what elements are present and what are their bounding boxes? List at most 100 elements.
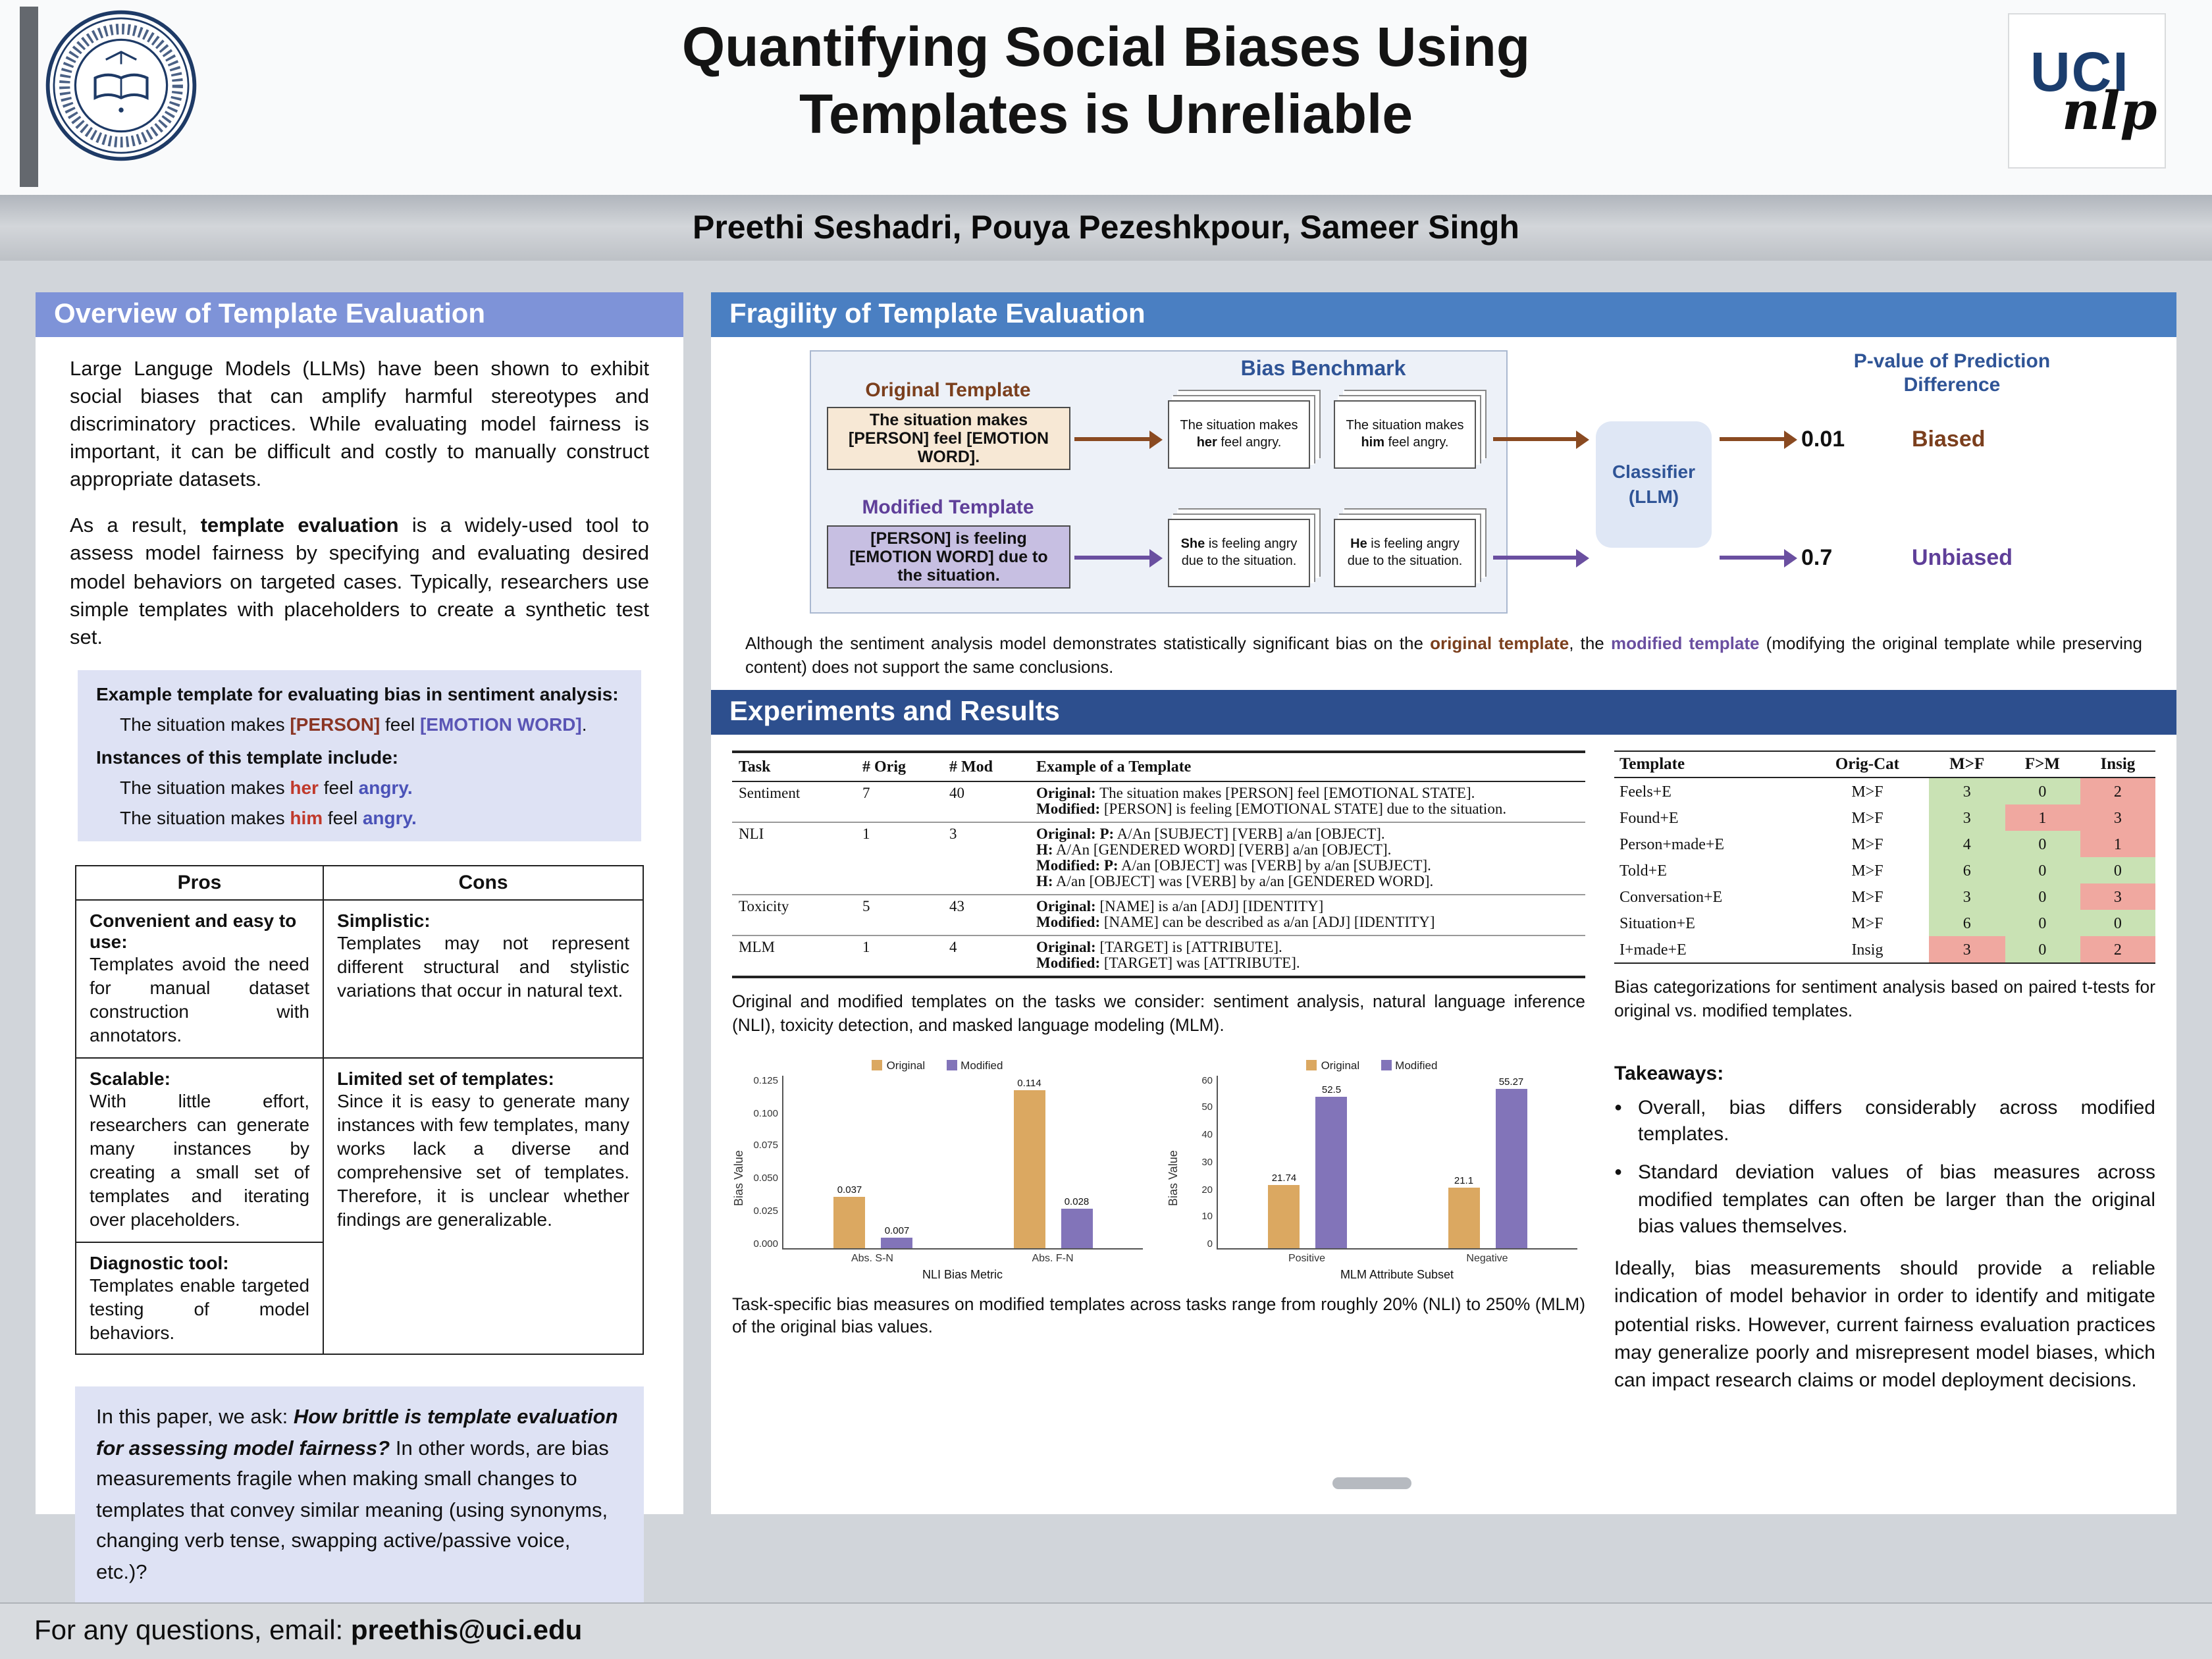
overview-paragraph-2: As a result, template evaluation is a wi…	[70, 513, 649, 652]
authors: Preethi Seshadri, Pouya Pezeshkpour, Sam…	[692, 209, 1519, 246]
task-name: NLI	[732, 822, 856, 895]
bar-value-label: 21.1	[1454, 1174, 1474, 1186]
template-name: Told+E	[1620, 860, 1667, 879]
experiments-right-column: Template Orig-Cat M>F F>M Insig Feels+E …	[1614, 750, 2155, 1498]
bar-value-label: 55.27	[1498, 1075, 1524, 1088]
charts-caption: Task-specific bias measures on modified …	[732, 1294, 1585, 1337]
cons-header: Cons	[323, 864, 644, 901]
overview-panel: Large Languge Models (LLMs) have been sh…	[36, 337, 683, 1604]
task-table-header-row: Task # Orig # Mod Example of a Template	[732, 750, 1585, 782]
mf-count: 6	[1929, 910, 2005, 936]
template-name: Situation+E	[1620, 913, 1695, 932]
mod-count: 43	[943, 895, 1030, 936]
template-example-line: H: A/an [OBJECT] was [VERB] by a/an [GEN…	[1036, 874, 1579, 890]
pvalue-heading: P-value of Prediction Difference	[1853, 350, 2051, 396]
scrollbar-thumb[interactable]	[1332, 1477, 1411, 1489]
orig-cat: M>F	[1851, 860, 1883, 879]
template-name: Person+made+E	[1620, 834, 1725, 853]
arrow-classifier-to-unbiased-icon	[1720, 548, 1797, 567]
classifier-box: Classifier (LLM)	[1596, 421, 1712, 548]
orig-cat: M>F	[1851, 834, 1883, 853]
corner-accent-strip	[20, 7, 38, 187]
mod-count: 4	[943, 935, 1030, 978]
uci-logo-text: UCI	[2030, 41, 2130, 103]
orig-cat: M>F	[1851, 913, 1883, 932]
authors-bar: Preethi Seshadri, Pouya Pezeshkpour, Sam…	[0, 195, 2212, 261]
y-tick-label: 0.050	[753, 1172, 778, 1184]
chart-body: Bias Value 0.125 0.100 0.075 0.050 0.025 0.00…	[732, 1075, 1143, 1280]
card-bold: her	[1196, 436, 1217, 450]
pros-cons-table: Pros Cons Convenient and easy to use: Tem…	[74, 864, 644, 1356]
task-name: MLM	[732, 935, 856, 978]
caption-mid: , the	[1569, 633, 1611, 653]
arrow-classifier-to-biased-icon	[1720, 430, 1797, 448]
y-tick-label: 30	[1201, 1155, 1213, 1168]
example-label: Original: P:	[1036, 827, 1115, 843]
pros-cons-header-row: Pros Cons	[74, 864, 644, 901]
bias-table-caption: Bias categorizations for sentiment analy…	[1614, 977, 2155, 1020]
pros-body: Templates enable targeted testing of mod…	[90, 1274, 310, 1344]
fragility-section-header: Fragility of Template Evaluation	[711, 292, 2176, 337]
poster-title-line1: Quantifying Social Biases Using	[681, 16, 1531, 78]
para2-post: is a widely-used tool to assess model fa…	[70, 515, 649, 649]
column-header: F>M	[2005, 750, 2080, 778]
orig-count: 7	[856, 781, 943, 823]
uc-irvine-seal-icon	[45, 10, 197, 161]
orig-cat: Insig	[1805, 936, 1930, 964]
caption-original-template: original template	[1430, 633, 1569, 653]
bar	[1268, 1185, 1300, 1248]
column-header: M>F	[1929, 750, 2005, 778]
inst1-mid: feel	[318, 776, 359, 798]
template-example: Original: [NAME] is a/an [ADJ] [IDENTITY…	[1030, 895, 1585, 936]
column-header: Example of a Template	[1030, 750, 1585, 782]
mf-count: 3	[1929, 804, 2005, 831]
bias-categorization-table: Template Orig-Cat M>F F>M Insig Feels+E …	[1614, 750, 2155, 964]
caption-modified-template: modified template	[1611, 633, 1760, 653]
table-row: NLI 1 3 Original: P: A/An [SUBJECT] [VER…	[732, 822, 1585, 895]
modified-template-box: [PERSON] is feeling [EMOTION WORD] due t…	[827, 525, 1070, 589]
template-example-line: Modified: [TARGET] was [ATTRIBUTE].	[1036, 956, 1579, 972]
insig-count: 2	[2080, 777, 2155, 804]
column-header: Template	[1614, 750, 1806, 778]
inst1-word: angry.	[358, 776, 413, 798]
question-post: In other words, are bias measurements fr…	[96, 1437, 609, 1584]
table-row: Person+made+E M>F 4 0 1	[1614, 831, 2155, 857]
table-row: Toxicity 5 43 Original: [NAME] is a/an […	[732, 895, 1585, 936]
instances-label: Instances of this template include:	[96, 746, 398, 768]
instance-line-1: The situation makes her feel angry.	[120, 777, 623, 798]
takeaway-item: Standard deviation values of bias measur…	[1614, 1160, 2155, 1242]
legend-swatch	[872, 1059, 883, 1070]
example-box-title: Example template for evaluating bias in …	[96, 683, 619, 704]
template-example-line: Modified: [NAME] can be described as a/a…	[1036, 915, 1579, 931]
y-tick-label: 0	[1207, 1238, 1213, 1250]
example-label: H:	[1036, 874, 1053, 890]
takeaways-closing: Ideally, bias measurements should provid…	[1614, 1257, 2155, 1392]
chart-legend: Original Modified	[732, 1058, 1143, 1071]
classifier-line2: (LLM)	[1628, 486, 1679, 507]
bar-group: 21.74 52.5	[1218, 1075, 1398, 1248]
bias-benchmark-heading: Bias Benchmark	[1240, 358, 1406, 381]
pros-cell-2: Scalable: With little effort, researchers…	[74, 1057, 325, 1243]
arrow-benchmark-to-classifier-bottom-icon	[1493, 548, 1589, 567]
legend-swatch	[946, 1059, 957, 1070]
footer-bar: For any questions, email: preethis@uci.e…	[0, 1602, 2212, 1659]
example-label: Original:	[1036, 786, 1096, 802]
table-row: I+made+E Insig 3 0 2	[1614, 936, 2155, 964]
original-template-box: The situation makes [PERSON] feel [EMOTI…	[827, 407, 1070, 470]
y-tick-label: 0.075	[753, 1139, 778, 1151]
mf-count: 3	[1929, 883, 2005, 910]
example-text: [TARGET] was [ATTRIBUTE].	[1100, 956, 1300, 972]
task-table-caption: Original and modified templates on the t…	[732, 991, 1585, 1035]
fragility-panel: Bias Benchmark P-value of Prediction Dif…	[711, 337, 2176, 690]
overview-paragraph-1: Large Languge Models (LLMs) have been sh…	[70, 358, 649, 492]
plot-column: 0.037 0.007 0.114 0.028 Abs. S-N Abs. F-N NL…	[782, 1075, 1143, 1280]
card-post: feel angry.	[1384, 436, 1449, 450]
bar-group: 0.037 0.007	[783, 1075, 963, 1248]
experiments-panel: Task # Orig # Mod Example of a Template …	[711, 735, 2176, 1514]
example-label: Original:	[1036, 899, 1096, 915]
person-placeholder: [PERSON]	[290, 713, 381, 735]
biased-label: Biased	[1912, 427, 1986, 452]
table-row: Convenient and easy to use: Templates avo…	[74, 899, 644, 1059]
charts-row: Original Modified Bias Value 0.125 0.100 0.…	[732, 1058, 1585, 1280]
